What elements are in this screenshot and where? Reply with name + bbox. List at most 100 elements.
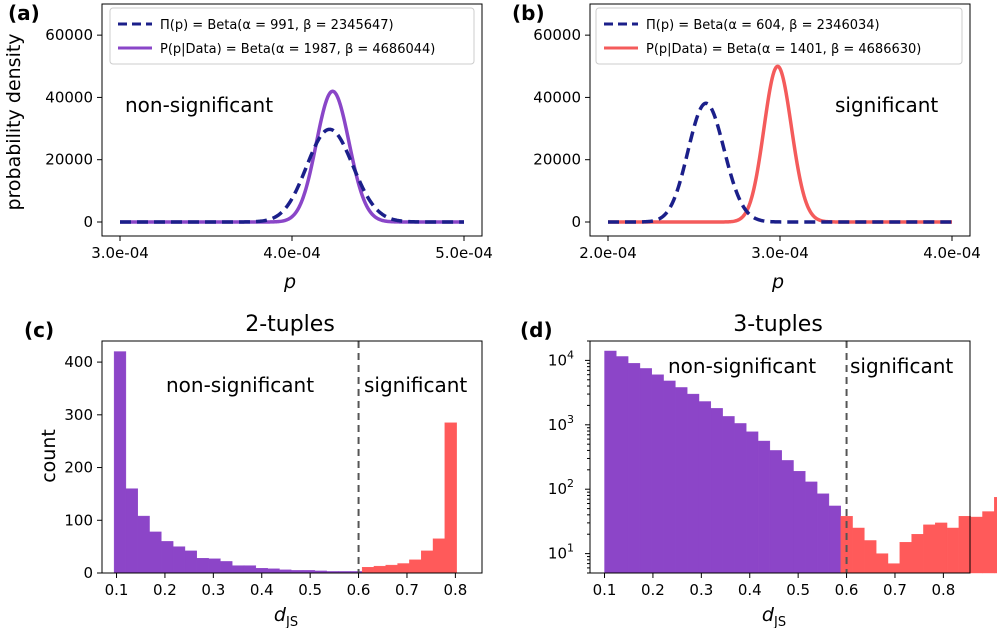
bar-d-2 [627,363,641,574]
xtick-label-d-0: 0.1 [593,581,617,599]
xtick-label-c-3: 0.4 [250,581,274,599]
xlabel-c: dJS [274,604,298,628]
ytick-label-b-1: 20000 [533,151,581,169]
panel-label-d: (d) [520,318,553,342]
title-c: 2-tuples [245,312,335,337]
bar-c-10 [232,565,245,574]
bar-d-7 [687,393,700,574]
bar-d-3 [639,368,652,574]
plot-area-b: 2.0e-04 3.0e-04 4.0e-04 0 20000 40000 60000 [533,26,981,262]
bar-d-32 [982,511,995,574]
axes-frame-c [101,340,483,574]
bar-d-15 [781,460,794,574]
axes-frame-b [589,3,971,237]
bar-d-17 [805,481,818,574]
bar-d-13 [757,440,771,574]
bar-d-23 [875,553,889,574]
bar-c-24 [397,563,410,574]
bar-c-4 [161,541,174,574]
bar-d-24 [887,563,901,574]
xlabel-a: p [283,271,296,293]
bar-d-10 [722,416,735,574]
ytick-label-a-2: 40000 [45,88,93,106]
annotation-c-sig: significant [364,373,467,397]
plot-area-c: 0.1 0.2 0.3 0.4 0.5 0.6 0.7 0.8 0 100 200 300 400 [64,341,467,599]
axes-frame-a [101,3,483,237]
ytick-label-d-1: 102 [548,477,574,498]
xtick-label-b-2: 4.0e-04 [923,244,981,262]
xtick-label-d-3: 0.4 [738,581,762,599]
bar-c-27 [432,538,446,574]
ytick-label-d-3: 104 [548,348,574,369]
bar-c-25 [409,559,422,574]
title-d: 3-tuples [733,312,823,337]
bar-d-27 [923,524,936,574]
xlabel-b: p [771,271,784,293]
xtick-label-d-1: 0.2 [641,581,665,599]
panel-label-b: (b) [512,1,545,25]
bar-d-29 [946,527,960,574]
legend-box-b [595,7,963,65]
legend-prior-label-a: Π(p) = Beta(α = 991, β = 2345647) [160,18,394,33]
xtick-label-d-7: 0.8 [931,581,955,599]
ytick-label-b-3: 60000 [533,26,581,44]
axes-frame-d [589,340,971,574]
ylabel-c: count [38,429,60,483]
bar-d-11 [734,423,747,574]
bar-c-23 [385,564,398,574]
bar-c-12 [255,568,268,574]
bar-c-9 [220,561,233,574]
xtick-label-c-2: 0.3 [201,581,225,599]
bar-d-25 [899,542,912,574]
bar-d-33 [994,497,997,574]
ytick-label-a-3: 60000 [45,26,93,44]
ytick-label-a-1: 20000 [45,151,93,169]
bar-d-6 [675,387,688,574]
panel-c: (c) 2-tuples count dJS 0.1 0.2 0.3 0.4 0.5 0.… [24,312,483,628]
bar-d-8 [698,401,712,574]
series-prior-b [607,101,953,224]
bar-d-31 [970,516,983,574]
series-posterior-b [607,64,953,224]
panel-b: (b) p 2.0e-04 3.0e-04 4.0e-04 0 20000 40000 60… [512,1,981,293]
bar-c-13 [267,568,280,574]
bar-c-21 [361,567,375,574]
bar-d-26 [911,534,924,574]
ytick-label-d-0: 101 [548,542,574,563]
bar-c-5 [172,546,186,574]
bar-d-14 [769,450,782,574]
ytick-label-b-2: 40000 [533,88,581,106]
panel-d: (d) 3-tuples dJS 0.1 0.2 0.3 0.4 0.5 0.6 0.7 0.… [520,312,997,628]
bar-c-11 [243,565,257,574]
bar-d-22 [864,540,877,574]
bar-d-30 [958,516,971,574]
legend-prior-label-b: Π(p) = Beta(α = 604, β = 2346034) [646,18,880,33]
bar-c-3 [149,531,162,574]
ytick-label-c-4: 400 [64,353,93,371]
plot-area-d: 0.1 0.2 0.3 0.4 0.5 0.6 0.7 0.8 101 102 103 104 [548,340,997,599]
bar-d-0 [604,350,617,574]
ylabel-a: probability density [3,33,25,210]
panel-a: (a) probability density p 3.0e-04 4.0e-04… [3,1,493,293]
bar-c-6 [184,550,197,574]
ytick-label-c-0: 0 [83,564,93,582]
legend-a: Π(p) = Beta(α = 991, β = 2345647) P(p|Da… [109,7,475,65]
ytick-label-a-0: 0 [83,213,93,231]
bar-c-26 [421,550,434,574]
bar-d-21 [852,527,865,574]
annotation-d-nonsig: non-significant [668,354,816,378]
bar-d-12 [746,431,759,574]
ytick-label-c-1: 100 [64,511,93,529]
legend-posterior-label-a: P(p|Data) = Beta(α = 1987, β = 4686044) [160,42,435,57]
xtick-label-c-7: 0.8 [443,581,467,599]
bar-c-7 [196,558,209,574]
bar-d-18 [816,493,830,574]
bar-c-8 [208,558,221,574]
legend-posterior-label-b: P(p|Data) = Beta(α = 1401, β = 4686630) [646,42,921,57]
xtick-label-b-0: 2.0e-04 [579,244,637,262]
xtick-label-c-0: 0.1 [105,581,129,599]
series-prior-a [119,127,465,224]
bar-c-22 [373,565,386,574]
xtick-label-c-1: 0.2 [153,581,177,599]
bar-c-28 [444,422,457,574]
